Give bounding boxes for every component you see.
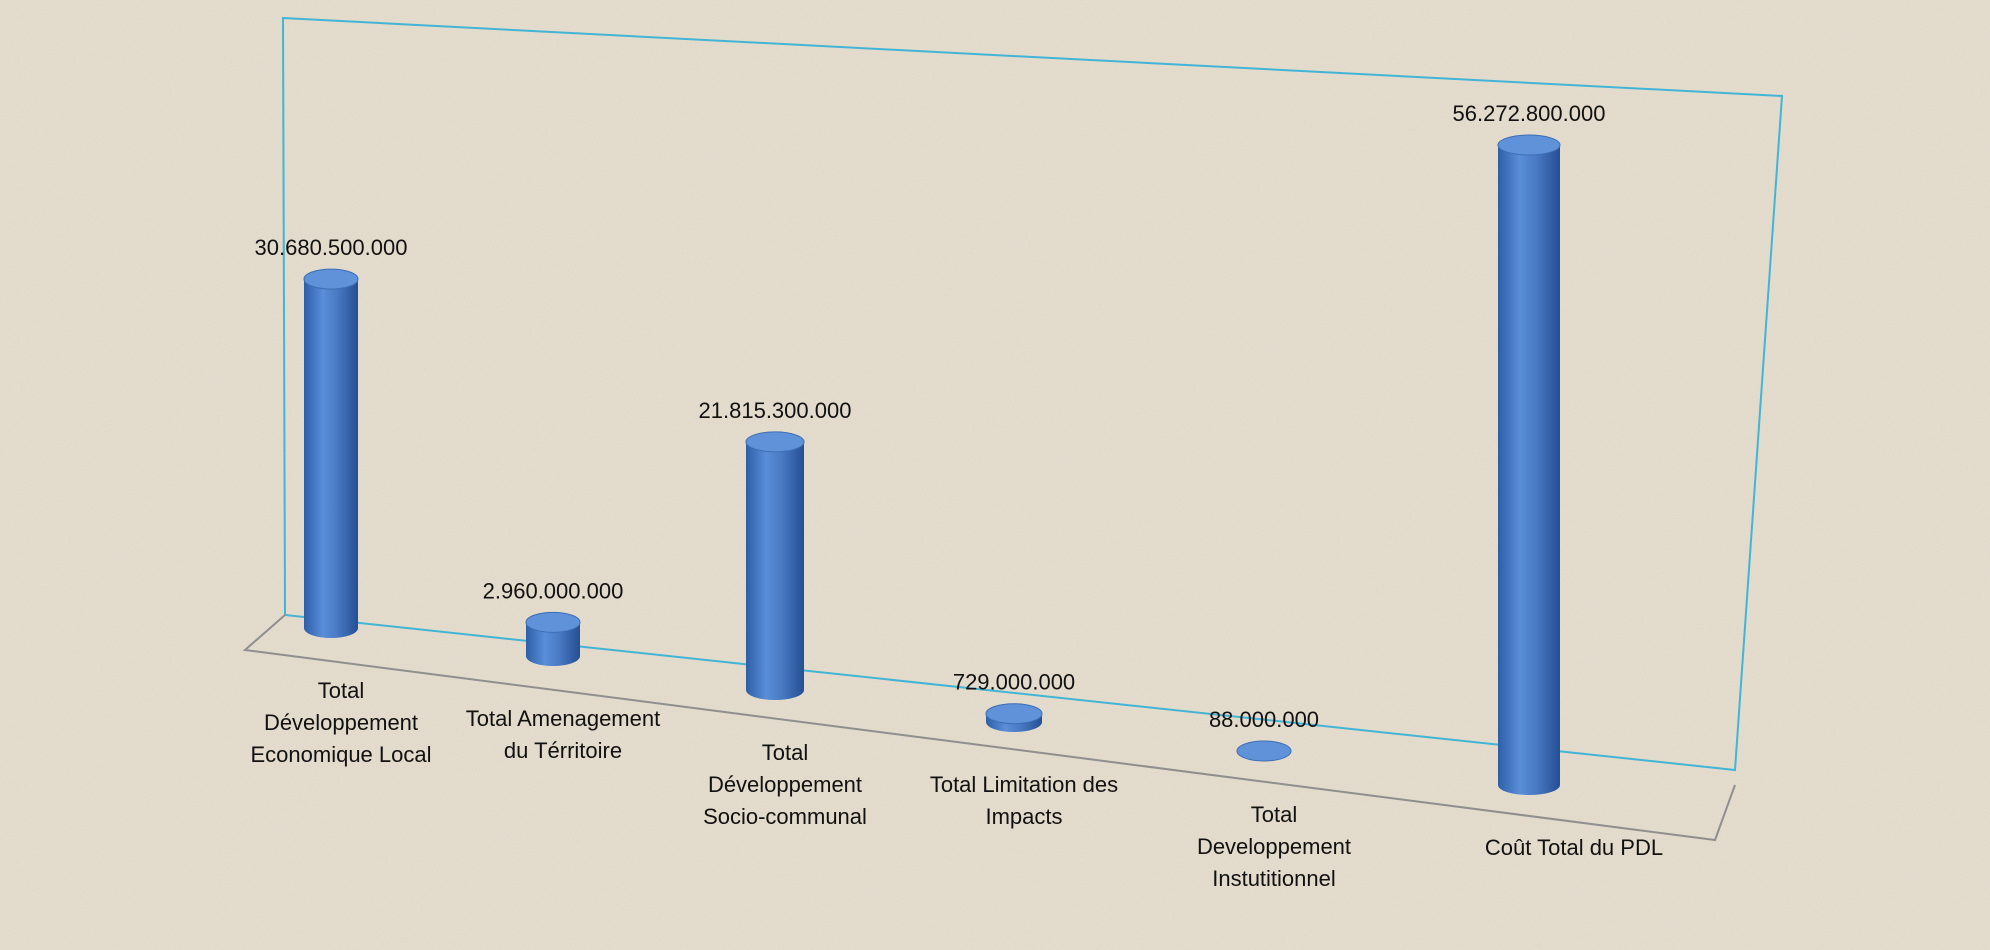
category-label: Coût Total du PDL [1485, 835, 1663, 860]
labels-group: 30.680.500.000 Total Développement Economiq… [250, 101, 1663, 891]
bar-6 [1497, 134, 1561, 795]
bar-body [1498, 145, 1560, 795]
bar-top [525, 611, 581, 633]
bar-top [303, 268, 359, 290]
data-label: 88.000.000 [1209, 707, 1319, 732]
data-label: 56.272.800.000 [1453, 101, 1606, 126]
bar-4 [985, 703, 1043, 732]
category-label-line: Total Amenagement [466, 706, 660, 731]
data-label: 21.815.300.000 [699, 398, 852, 423]
category-label-line: Développement [264, 710, 418, 735]
category-label-line: Instutitionnel [1212, 866, 1336, 891]
bar-body [526, 622, 580, 666]
bar-1 [303, 268, 359, 638]
bar-5 [1236, 740, 1292, 762]
category-label-line: Socio-communal [703, 804, 867, 829]
category-label-line: du Térritoire [504, 738, 622, 763]
category-label: Total Amenagement du Térritoire [466, 706, 660, 763]
category-label: Total Developpement Instutitionnel [1197, 802, 1351, 891]
bars-group [303, 134, 1561, 795]
category-label-line: Economique Local [250, 742, 431, 767]
bar-body [746, 441, 804, 700]
category-label: Total Limitation des Impacts [930, 772, 1118, 829]
bar-3 [745, 431, 805, 700]
bar-top [745, 431, 805, 453]
bar-top [1497, 134, 1561, 156]
bar-2 [525, 611, 581, 666]
category-label-line: Developpement [1197, 834, 1351, 859]
category-label-line: Coût Total du PDL [1485, 835, 1663, 860]
category-label-line: Impacts [985, 804, 1062, 829]
category-label-line: Total [1251, 802, 1297, 827]
bar-body [304, 279, 358, 638]
data-label: 2.960.000.000 [483, 578, 624, 603]
floor-outline [242, 614, 1736, 842]
category-label-line: Total Limitation des [930, 772, 1118, 797]
category-label: Total Développement Socio-communal [703, 740, 867, 829]
bar-top [1236, 740, 1292, 762]
chart-frame [242, 16, 1784, 842]
data-label: 30.680.500.000 [255, 235, 408, 260]
data-label: 729.000.000 [953, 670, 1075, 695]
bar-top [985, 703, 1043, 725]
category-label-line: Développement [708, 772, 862, 797]
category-label-line: Total [318, 678, 364, 703]
back-wall-frame [281, 16, 1784, 772]
category-label-line: Total [762, 740, 808, 765]
category-label: Total Développement Economique Local [250, 678, 431, 767]
